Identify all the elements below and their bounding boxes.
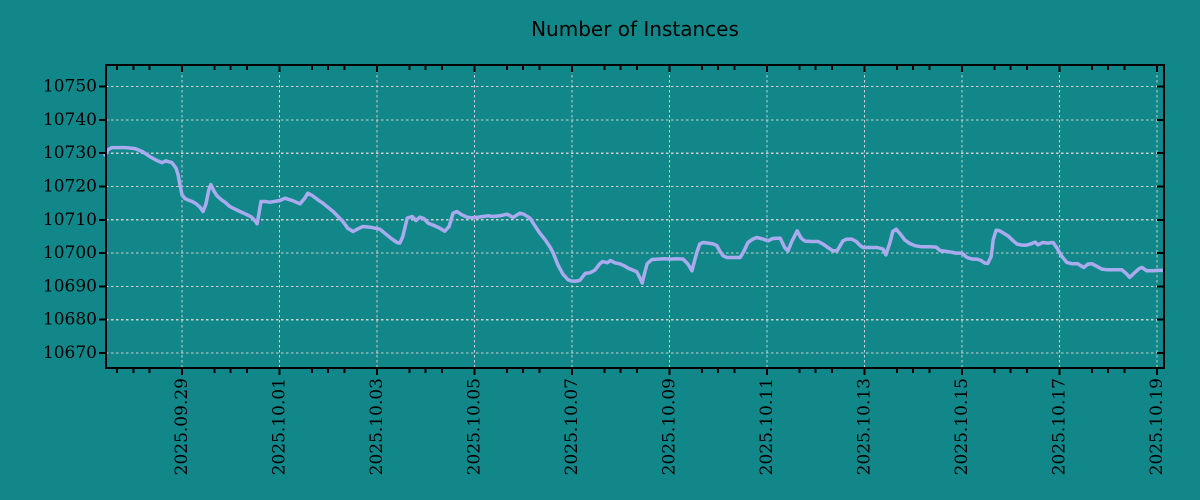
x-tick-label: 2025.10.09 xyxy=(659,378,679,475)
y-tick-label: 10670 xyxy=(43,343,97,363)
x-tick-label: 2025.10.05 xyxy=(464,378,484,475)
y-tick-label: 10730 xyxy=(43,143,97,163)
x-tick-label: 2025.10.17 xyxy=(1049,378,1069,475)
x-tick-label: 2025.10.15 xyxy=(952,378,972,475)
y-tick-label: 10710 xyxy=(43,210,97,230)
y-tick-label: 10690 xyxy=(43,276,97,296)
y-tick-label: 10720 xyxy=(43,177,97,197)
x-tick-label: 2025.10.07 xyxy=(562,378,582,475)
chart-title: Number of Instances xyxy=(531,17,739,41)
y-tick-label: 10700 xyxy=(43,243,97,263)
series-layer xyxy=(103,145,1165,285)
axes-layer xyxy=(99,64,1165,375)
x-tick-label: 2025.10.11 xyxy=(757,378,777,475)
y-tick-label: 10750 xyxy=(43,77,97,97)
series-line-instances xyxy=(103,145,1165,285)
x-tick-label: 2025.10.03 xyxy=(367,378,387,475)
y-tick-label: 10680 xyxy=(43,310,97,330)
y-tick-label: 10740 xyxy=(43,110,97,130)
x-tick-label: 2025.10.19 xyxy=(1147,378,1167,475)
grid-layer xyxy=(106,65,1164,368)
x-tick-label: 2025.09.29 xyxy=(172,378,192,475)
x-tick-label: 2025.10.13 xyxy=(854,378,874,475)
tick-labels-layer: 10670 10680 10690 10700 10710 10720 10730 10740… xyxy=(43,77,1167,476)
x-tick-label: 2025.10.01 xyxy=(269,378,289,475)
